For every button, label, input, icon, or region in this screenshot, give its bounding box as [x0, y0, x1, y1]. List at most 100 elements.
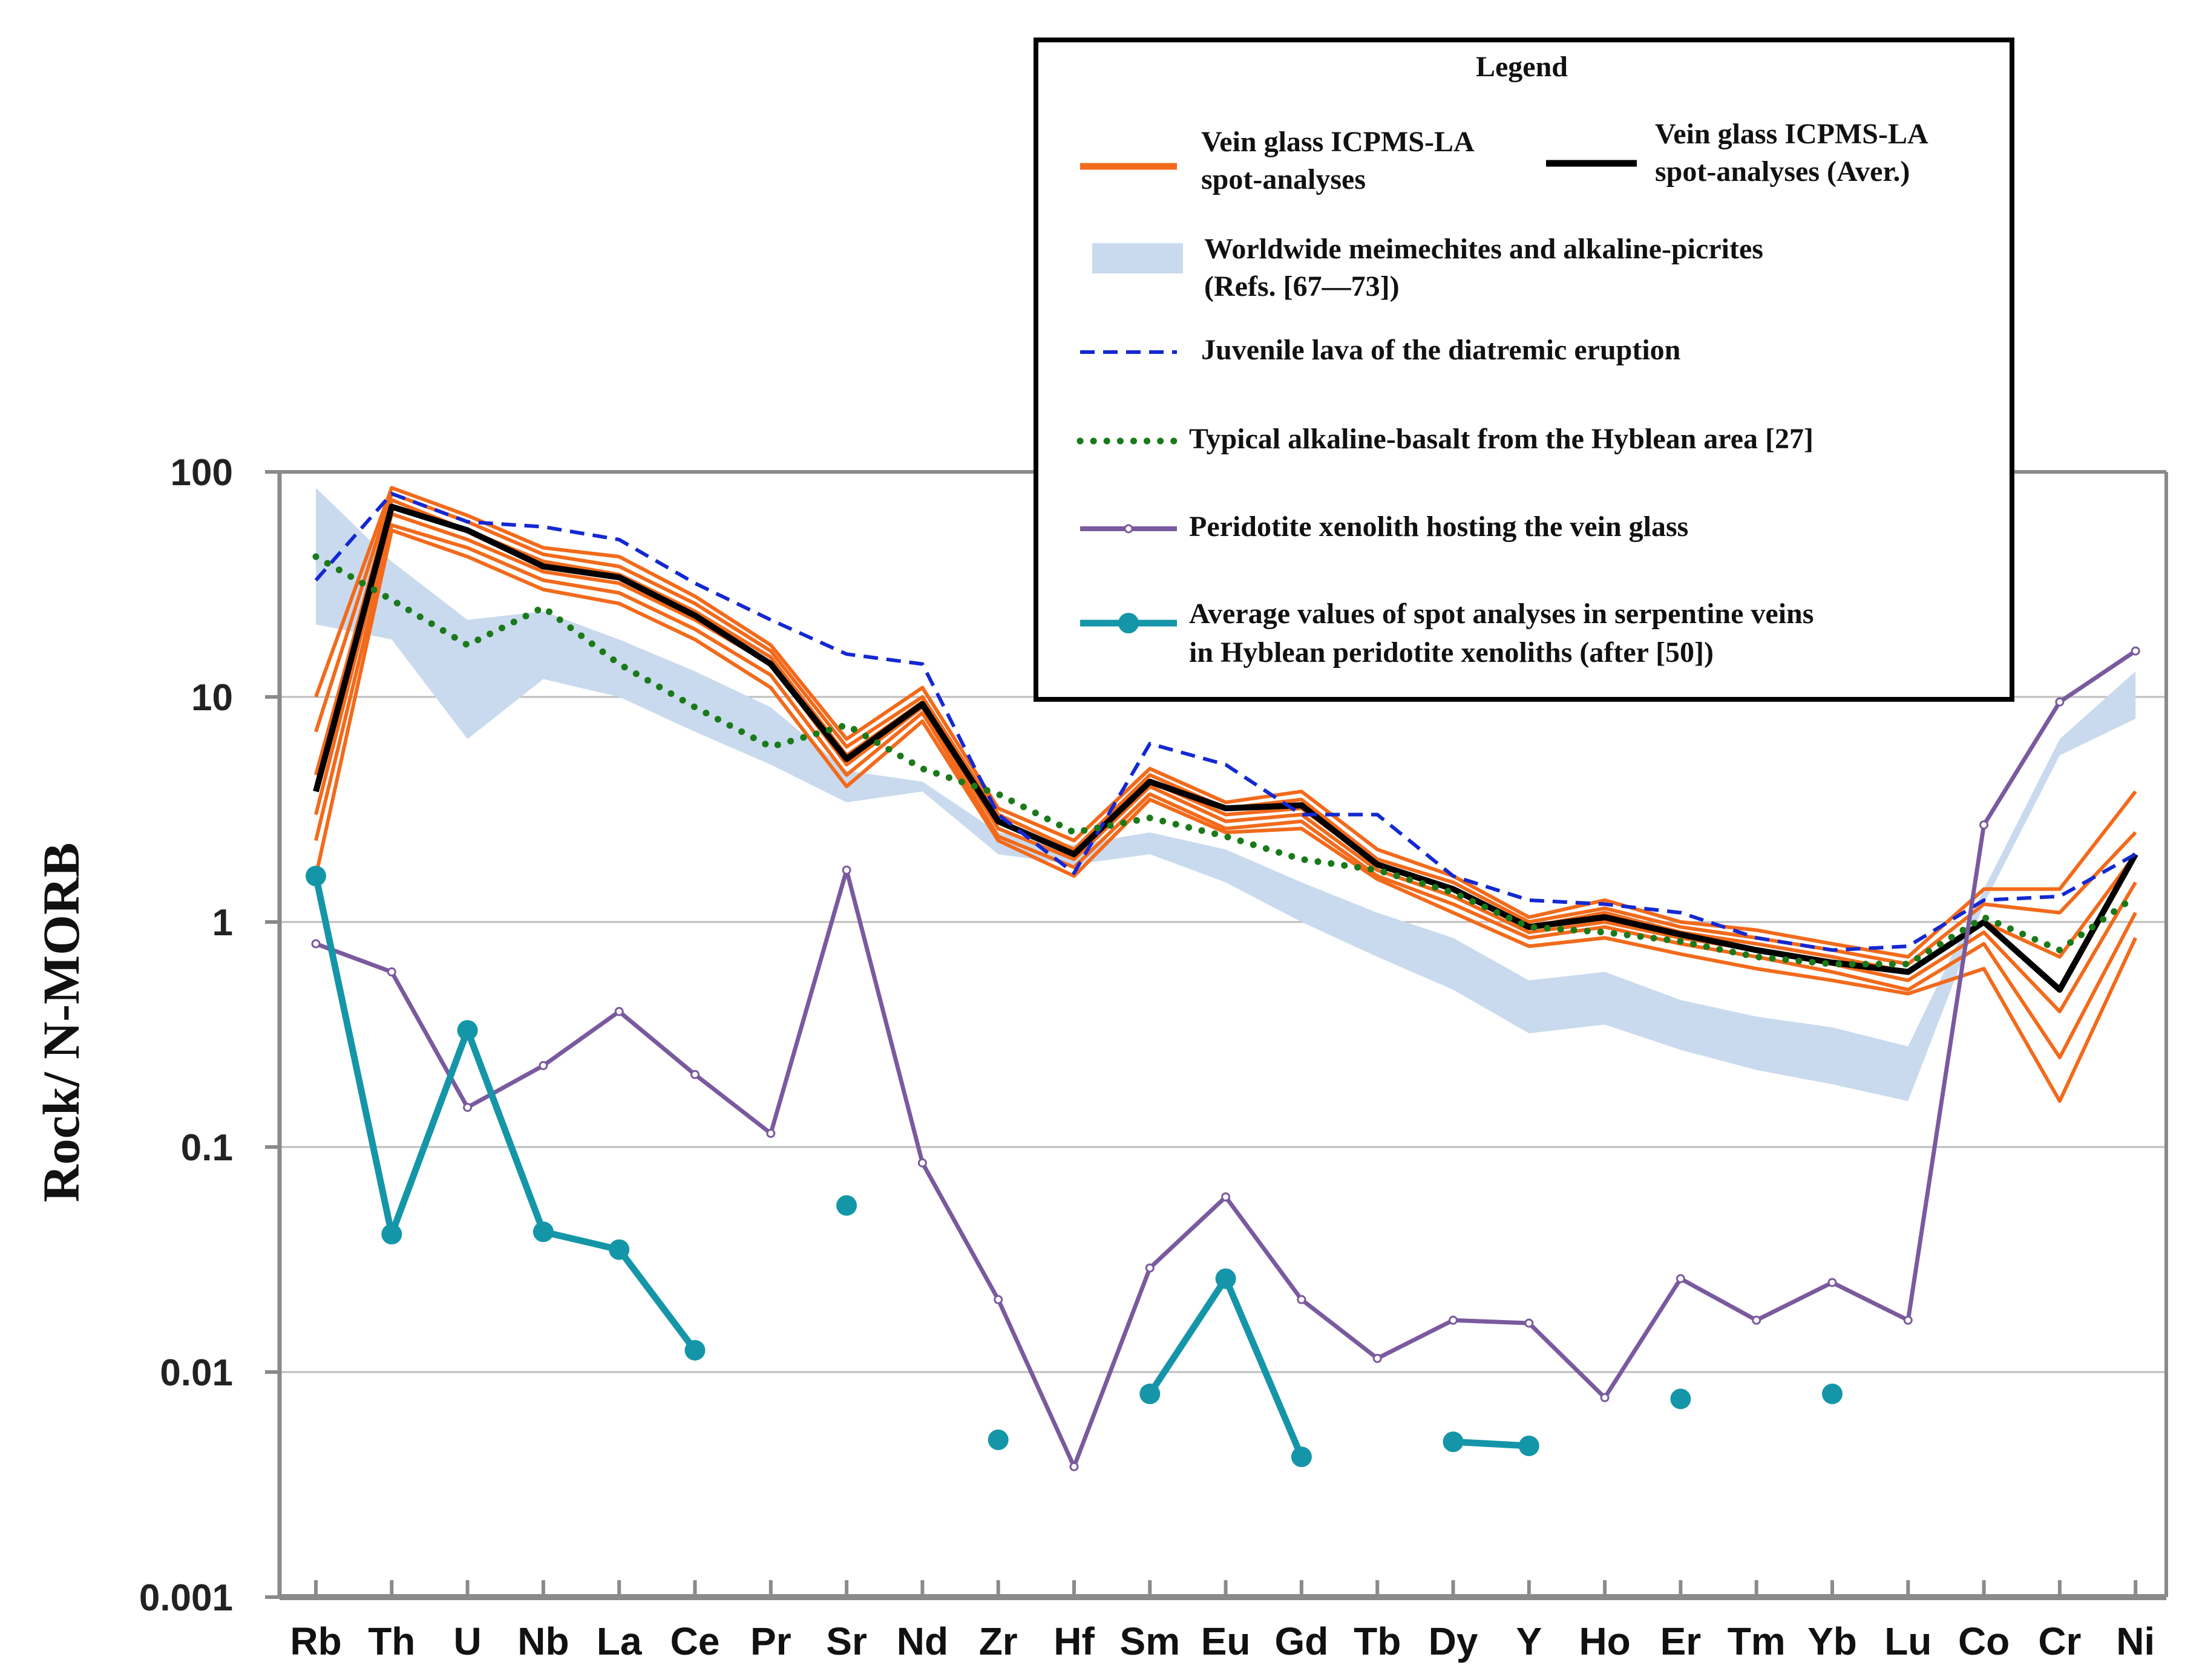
series-serpentine-segment — [540, 1228, 623, 1253]
x-tick-label: Tm — [1728, 1620, 1786, 1663]
x-tick-label: Dy — [1429, 1620, 1478, 1663]
x-tick-label: Gd — [1274, 1620, 1328, 1663]
legend-label-avg: Vein glass ICPMS-LA — [1655, 118, 1928, 150]
x-tick-label: Eu — [1201, 1620, 1251, 1663]
series-xenolith-point — [1145, 1263, 1155, 1273]
series-serpentine-segment — [1222, 1275, 1305, 1460]
series-xenolith-point — [311, 939, 321, 949]
series-serpentine-segment — [388, 1027, 471, 1238]
x-tick-label: Sm — [1120, 1620, 1181, 1663]
x-tick-label: Th — [368, 1620, 415, 1663]
legend-label-juvenile: Juvenile lava of the diatremic eruption — [1201, 334, 1680, 366]
x-tick-label: Ni — [2116, 1620, 2155, 1663]
series-serpentine-point — [381, 1224, 402, 1245]
series-serpentine-segment — [615, 1246, 698, 1354]
series-xenolith-point — [463, 1102, 473, 1112]
legend-label-hyblean: Typical alkaline-basalt from the Hyblean… — [1189, 423, 1813, 455]
legend: Legend Vein glass ICPMS-LA spot-analyses Ve… — [1034, 38, 2014, 702]
series-serpentine-point — [1443, 1431, 1464, 1453]
series-serpentine-point — [836, 1195, 857, 1216]
legend-swatch-xenolith-marker — [1124, 524, 1133, 534]
x-tick-label: Pr — [750, 1620, 791, 1663]
series-serpentine-point — [609, 1239, 630, 1260]
series-serpentine-point — [1139, 1384, 1161, 1405]
series-xenolith-point — [2055, 697, 2065, 707]
x-tick-label: Ho — [1579, 1620, 1630, 1663]
legend-label-band: (Refs. [67—73]) — [1204, 270, 1400, 302]
series-xenolith-point — [2131, 646, 2140, 656]
x-tick-label: Sr — [826, 1620, 867, 1663]
series-serpentine-point — [684, 1339, 706, 1361]
series-xenolith-point — [690, 1070, 700, 1079]
series-xenolith-point — [1903, 1315, 1913, 1325]
series-serpentine-point — [1670, 1388, 1691, 1410]
series-xenolith-point — [766, 1128, 776, 1138]
x-tick-label: Nb — [517, 1620, 569, 1663]
series-serpentine-point — [1291, 1446, 1312, 1468]
series-xenolith-point — [1449, 1315, 1458, 1325]
series-xenolith-point — [1524, 1318, 1534, 1328]
legend-label-spots: Vein glass ICPMS-LA — [1201, 126, 1475, 158]
series-xenolith-point — [994, 1295, 1003, 1304]
legend-label-band: Worldwide meimechites and alkaline-picri… — [1204, 233, 1763, 265]
series-juvenile-line — [314, 492, 2137, 952]
series-serpentine-point — [1822, 1384, 1843, 1405]
series-xenolith-point — [917, 1158, 927, 1168]
series-serpentine-point — [306, 866, 326, 887]
series-serpentine-point — [457, 1020, 478, 1041]
legend-label-xenolith: Peridotite xenolith hosting the vein gla… — [1189, 511, 1688, 543]
y-tick-label: 0.001 — [139, 1577, 233, 1619]
y-tick-label: 100 — [171, 452, 233, 494]
series-xenolith-point — [539, 1061, 548, 1070]
y-tick-label: 0.1 — [181, 1127, 233, 1169]
series-xenolith-point — [1600, 1393, 1610, 1402]
legend-label-serpentine: Average values of spot analyses in serpe… — [1189, 598, 1813, 630]
series-xenolith-point — [1069, 1462, 1079, 1471]
x-axis: Rb Th U Nb La Ce Pr Sr Nd Zr Hf Sm Eu Gd Tb Dy Y Ho Er Tm Yb… — [290, 1580, 2155, 1663]
series-serpentine-point — [532, 1221, 554, 1243]
x-tick-label: Tb — [1354, 1620, 1401, 1663]
series-hyblean-line — [312, 553, 2139, 968]
x-tick-label: La — [597, 1620, 642, 1663]
series-serpentine-segment — [312, 872, 395, 1238]
x-tick-label: Cr — [2038, 1620, 2081, 1663]
series-xenolith-point — [1979, 820, 1989, 830]
series-xenolith-point — [1752, 1315, 1761, 1325]
y-tick-label: 1 — [212, 902, 233, 944]
series-xenolith-point — [387, 967, 396, 977]
legend-box — [1034, 38, 2014, 702]
x-tick-label: Nd — [897, 1620, 948, 1663]
series-xenolith-point — [842, 865, 851, 875]
x-tick-label: Yb — [1807, 1620, 1857, 1663]
series-xenolith-point — [1676, 1274, 1685, 1284]
legend-label-avg: spot-analyses (Aver.) — [1655, 155, 1910, 188]
series-serpentine-segment — [1450, 1438, 1533, 1450]
legend-title: Legend — [1476, 51, 1568, 83]
legend-label-serpentine: in Hyblean peridotite xenoliths (after [… — [1189, 636, 1714, 668]
y-axis: 100 10 1 0.1 0.01 0.001 — [139, 452, 280, 1619]
series-spots-line — [314, 528, 2137, 1103]
y-tick-label: 0.01 — [160, 1352, 233, 1394]
series-spots-line — [314, 523, 2137, 1059]
series-xenolith-point — [614, 1007, 624, 1016]
series-avg-line — [313, 503, 2138, 993]
series-layer — [306, 486, 2140, 1471]
x-tick-label: Lu — [1884, 1620, 1931, 1663]
series-serpentine-point — [988, 1429, 1009, 1450]
x-tick-label: Co — [1958, 1620, 2010, 1663]
x-tick-label: Er — [1660, 1620, 1702, 1663]
x-tick-label: U — [453, 1620, 481, 1663]
series-xenolith-point — [1827, 1278, 1837, 1287]
series-xenolith-point — [1221, 1192, 1231, 1202]
x-tick-label: Rb — [290, 1620, 341, 1663]
series-xenolith-point — [1372, 1353, 1382, 1363]
series-serpentine-point — [1518, 1435, 1539, 1456]
series-spots-line — [314, 486, 2137, 959]
legend-swatch-serpentine-marker — [1118, 613, 1139, 633]
series-serpentine-point — [1215, 1268, 1236, 1289]
x-tick-label: Ce — [670, 1620, 720, 1663]
y-axis-label: Rock/ N-MORB — [32, 843, 90, 1203]
series-serpentine-segment — [464, 1027, 547, 1235]
x-tick-label: Y — [1516, 1620, 1542, 1663]
